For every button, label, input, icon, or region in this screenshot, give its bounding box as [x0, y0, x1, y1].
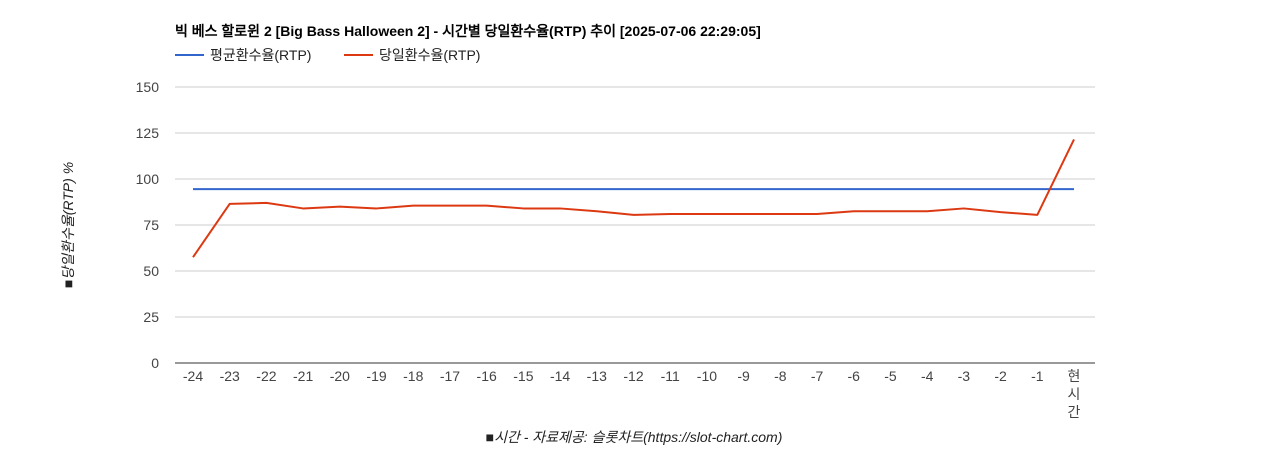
y-tick-label: 50	[143, 263, 159, 279]
x-tick-label: -20	[330, 368, 350, 384]
x-tick-label: -2	[994, 368, 1007, 384]
x-tick-label: -17	[440, 368, 460, 384]
x-tick-label: -3	[958, 368, 971, 384]
legend-item: 평균환수율(RTP)	[175, 47, 311, 63]
x-tick-label: -16	[477, 368, 497, 384]
x-tick-label: -24	[183, 368, 203, 384]
y-tick-label: 75	[143, 217, 159, 233]
x-tick-label: -22	[256, 368, 276, 384]
x-tick-label: -12	[623, 368, 643, 384]
series-line-2	[192, 139, 1075, 258]
x-tick-label: -23	[220, 368, 240, 384]
x-tick-label: -5	[884, 368, 897, 384]
chart-title: 빅 베스 할로윈 2 [Big Bass Halloween 2] - 시간별 …	[175, 23, 761, 39]
x-tick-label: -14	[550, 368, 570, 384]
y-tick-label: 125	[136, 125, 160, 141]
x-tick-label: -11	[661, 368, 680, 384]
y-tick-label: 100	[136, 171, 160, 187]
legend-label: 당일환수율(RTP)	[379, 47, 480, 63]
x-tick-label: -6	[848, 368, 861, 384]
x-tick-label: -13	[587, 368, 607, 384]
x-tick-label: -9	[737, 368, 750, 384]
x-tick-label: -10	[697, 368, 717, 384]
x-tick-label: -7	[811, 368, 824, 384]
series-lines	[192, 139, 1075, 258]
x-tick-label: -8	[774, 368, 787, 384]
x-tick-label: -1	[1031, 368, 1044, 384]
x-tick-label: -21	[293, 368, 313, 384]
x-tick-label: -15	[513, 368, 533, 384]
x-axis-ticks: -24 -23 -22 -21 -20 -19 -18 -17 -16 -15 -14 -13 -12 -…	[183, 368, 1081, 420]
legend-label: 평균환수율(RTP)	[210, 47, 311, 63]
y-axis-label: ■당일환수율(RTP) %	[60, 162, 76, 288]
y-tick-label: 150	[136, 79, 160, 95]
x-tick-label: -19	[366, 368, 386, 384]
legend-item: 당일환수율(RTP)	[344, 47, 480, 63]
x-axis-label: ■시간 - 자료제공: 슬롯차트(https://slot-chart.com)	[486, 429, 783, 445]
x-tick-label: -18	[403, 368, 423, 384]
legend: 평균환수율(RTP) 당일환수율(RTP)	[175, 47, 480, 63]
grid-lines	[175, 86, 1095, 364]
x-tick-label: -4	[921, 368, 934, 384]
y-tick-label: 25	[143, 309, 159, 325]
y-axis-ticks: 0 25 50 75 100 125 150	[136, 79, 160, 371]
y-tick-label: 0	[151, 355, 159, 371]
